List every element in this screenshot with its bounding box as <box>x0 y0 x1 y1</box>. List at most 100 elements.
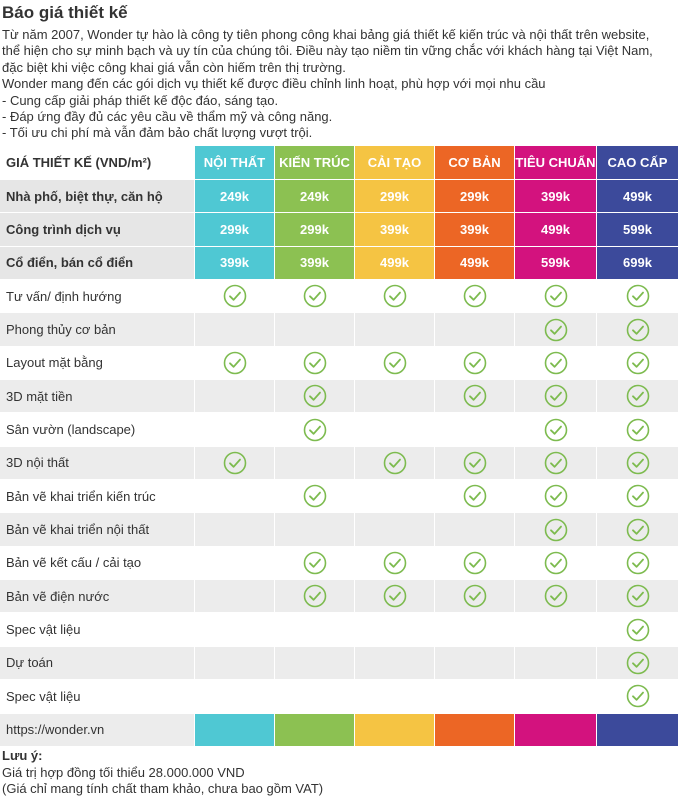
feature-cell <box>597 480 679 514</box>
feature-cell <box>515 646 597 681</box>
check-icon <box>626 384 649 408</box>
feature-cell <box>275 580 355 614</box>
check-icon <box>544 518 567 541</box>
check-icon <box>626 584 649 608</box>
feature-cell <box>435 313 515 347</box>
check-icon <box>626 351 649 375</box>
feature-label: Bản vẽ khai triển nội thất <box>0 513 195 547</box>
feature-cell <box>275 313 355 347</box>
feature-cell <box>435 280 515 314</box>
intro-line: Từ năm 2007, Wonder tự hào là công ty ti… <box>2 27 650 42</box>
feature-cell <box>435 646 515 681</box>
column-header: TIÊU CHUẨN <box>515 146 597 180</box>
check-icon <box>303 418 326 441</box>
feature-cell <box>515 413 597 447</box>
feature-cell <box>435 446 515 481</box>
feature-cell <box>435 380 515 414</box>
feature-cell <box>597 446 679 481</box>
feature-cell <box>355 613 435 647</box>
column-header: CAO CẤP <box>597 146 679 180</box>
column-header: KIẾN TRÚC <box>275 146 355 180</box>
check-icon <box>463 284 486 308</box>
price-cell: 499k <box>515 213 597 247</box>
feature-cell <box>435 480 515 514</box>
feature-label: Bản vẽ kết cấu / cải tạo <box>0 546 195 581</box>
feature-cell <box>597 513 679 547</box>
feature-label: Bản vẽ khai triển kiến trúc <box>0 480 195 514</box>
feature-cell <box>195 546 275 581</box>
feature-label: Sân vườn (landscape) <box>0 413 195 447</box>
check-icon <box>544 584 567 608</box>
feature-cell <box>275 413 355 447</box>
footer-url: https://wonder.vn <box>0 713 195 747</box>
check-icon <box>626 618 649 641</box>
feature-label: Layout mặt bằng <box>0 346 195 381</box>
feature-cell <box>355 580 435 614</box>
feature-cell <box>275 546 355 581</box>
feature-cell <box>355 346 435 381</box>
check-icon <box>626 318 649 341</box>
intro-line: - Tối ưu chi phí mà vẫn đảm bảo chất lượ… <box>2 125 313 141</box>
feature-cell <box>355 380 435 414</box>
check-icon <box>626 551 649 575</box>
feature-cell <box>597 613 679 647</box>
feature-label: 3D nội thất <box>0 446 195 481</box>
check-icon <box>383 351 406 375</box>
feature-cell <box>515 346 597 381</box>
feature-cell <box>597 580 679 614</box>
check-icon <box>303 551 326 575</box>
check-icon <box>463 484 486 508</box>
check-icon <box>303 484 326 508</box>
check-icon <box>383 451 406 475</box>
title: Báo giá thiết kế <box>2 3 128 22</box>
feature-cell <box>195 413 275 447</box>
price-row-label: Cổ điển, bán cổ điển <box>0 246 195 281</box>
feature-cell <box>275 346 355 381</box>
footer-color-cell <box>195 713 275 747</box>
price-cell: 399k <box>275 246 355 281</box>
check-icon <box>223 451 246 475</box>
intro-line: - Cung cấp giải pháp thiết kế độc đáo, s… <box>2 92 279 108</box>
feature-cell <box>195 313 275 347</box>
feature-cell <box>597 346 679 381</box>
check-icon <box>544 318 567 341</box>
feature-cell <box>435 413 515 447</box>
feature-cell <box>275 280 355 314</box>
feature-cell <box>515 513 597 547</box>
feature-cell <box>355 513 435 547</box>
price-cell: 499k <box>435 246 515 281</box>
feature-cell <box>597 380 679 414</box>
check-icon <box>544 451 567 475</box>
check-icon <box>544 418 567 441</box>
intro-line: - Đáp ứng đầy đủ các yêu cầu về thẩm mỹ … <box>2 109 333 125</box>
feature-cell <box>515 446 597 481</box>
corner-cell: GIÁ THIẾT KẾ (VND/m²) <box>0 146 195 180</box>
price-cell: 299k <box>435 180 515 214</box>
feature-cell <box>275 513 355 547</box>
feature-cell <box>195 346 275 381</box>
check-icon <box>463 351 486 375</box>
footer-color-cell <box>435 713 515 747</box>
check-icon <box>626 484 649 508</box>
feature-cell <box>597 413 679 447</box>
price-row-label: Công trình dịch vụ <box>0 213 195 247</box>
feature-cell <box>515 280 597 314</box>
feature-cell <box>355 413 435 447</box>
check-icon <box>544 551 567 575</box>
feature-cell <box>275 613 355 647</box>
feature-cell <box>515 680 597 714</box>
footer-color-cell <box>597 713 679 747</box>
feature-cell <box>195 646 275 681</box>
feature-cell <box>195 446 275 481</box>
column-header: CẢI TẠO <box>355 146 435 180</box>
price-cell: 249k <box>275 180 355 214</box>
price-cell: 399k <box>515 180 597 214</box>
feature-cell <box>435 680 515 714</box>
feature-cell <box>515 546 597 581</box>
feature-cell <box>355 313 435 347</box>
feature-cell <box>195 480 275 514</box>
feature-cell <box>355 446 435 481</box>
note-line: (Giá chỉ mang tính chất tham khảo, chưa … <box>2 781 324 796</box>
check-icon <box>544 284 567 308</box>
